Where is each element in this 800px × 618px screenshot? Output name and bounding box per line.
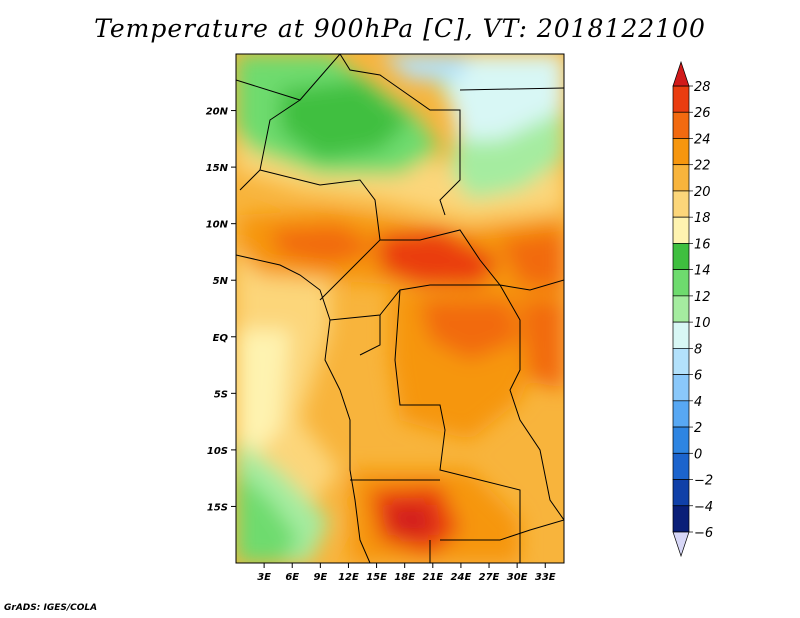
- x-tick-label: 30E: [507, 572, 528, 583]
- colorbar-label: 26: [694, 106, 711, 121]
- y-tick-label: 20N: [206, 107, 229, 118]
- chart-title: Temperature at 900hPa [C], VT: 201812210…: [94, 14, 706, 43]
- map-frame: [235, 53, 565, 564]
- x-tick-label: 12E: [338, 572, 359, 583]
- colorbar-label: −2: [694, 474, 713, 489]
- colorbar-segment: [672, 479, 690, 507]
- x-tick-label: 9E: [313, 572, 327, 583]
- colorbar-label: 6: [694, 369, 702, 384]
- colorbar-label: 16: [694, 237, 711, 252]
- colorbar-segment: [672, 452, 690, 480]
- colorbar-segment: [672, 426, 690, 454]
- colorbar-segment: [672, 505, 690, 533]
- y-tick-label: 15N: [206, 163, 229, 174]
- x-axis: 3E 6E 9E 12E 15E 18E 21E 24E 27E 30E 33E: [257, 563, 556, 583]
- colorbar-segment: [672, 295, 690, 323]
- x-tick-label: 21E: [422, 572, 443, 583]
- x-tick-label: 3E: [257, 572, 271, 583]
- colorbar-over-triangle: [672, 60, 690, 87]
- y-tick-label: 5N: [213, 276, 229, 287]
- colorbar-segment: [672, 85, 690, 113]
- x-tick-label: 18E: [394, 572, 415, 583]
- colorbar-segment: [672, 321, 690, 349]
- colorbar-segment: [672, 348, 690, 375]
- colorbar-segment: [672, 269, 690, 297]
- colorbar-label: 20: [694, 185, 711, 200]
- x-tick-label: 24E: [451, 572, 472, 583]
- y-tick-label: 10N: [206, 220, 229, 231]
- temperature-field: [236, 54, 564, 563]
- colorbar-label: 22: [694, 159, 711, 174]
- y-tick-label: 5S: [214, 389, 228, 400]
- x-tick-label: 33E: [535, 572, 556, 583]
- colorbar-segment: [672, 400, 690, 428]
- x-tick-label: 15E: [366, 572, 387, 583]
- colorbar-label: 24: [694, 132, 711, 147]
- colorbar-segment: [672, 190, 690, 218]
- colorbar-label: 8: [694, 342, 702, 357]
- colorbar-label: 28: [694, 80, 711, 95]
- x-tick-label: 6E: [285, 572, 299, 583]
- colorbar-label: 0: [694, 447, 702, 462]
- colorbar-segment: [672, 111, 690, 139]
- colorbar-under-triangle: [672, 531, 690, 558]
- colorbar-segment: [672, 374, 690, 402]
- x-tick-label: 27E: [479, 572, 500, 583]
- credit-text: GrADS: IGES/COLA: [4, 603, 98, 613]
- colorbar-label: 18: [694, 211, 711, 226]
- colorbar-label: −6: [694, 526, 713, 541]
- colorbar-segment: [672, 216, 690, 244]
- colorbar-label: −4: [694, 500, 713, 515]
- colorbar-segment: [672, 243, 690, 270]
- colorbar-segment: [672, 138, 690, 166]
- y-axis: 20N 15N 10N 5N EQ 5S 10S 15S: [206, 107, 236, 513]
- colorbar-label: 12: [694, 290, 711, 305]
- colorbar-label: 10: [694, 316, 711, 331]
- colorbar-label: 4: [694, 395, 702, 410]
- y-tick-label: EQ: [213, 333, 229, 344]
- y-tick-label: 15S: [207, 502, 228, 513]
- colorbar-label: 2: [694, 421, 702, 436]
- colorbar-label: 14: [694, 264, 711, 279]
- boundary-lines: [236, 54, 564, 563]
- y-tick-label: 10S: [207, 446, 228, 457]
- colorbar-segment: [672, 164, 690, 192]
